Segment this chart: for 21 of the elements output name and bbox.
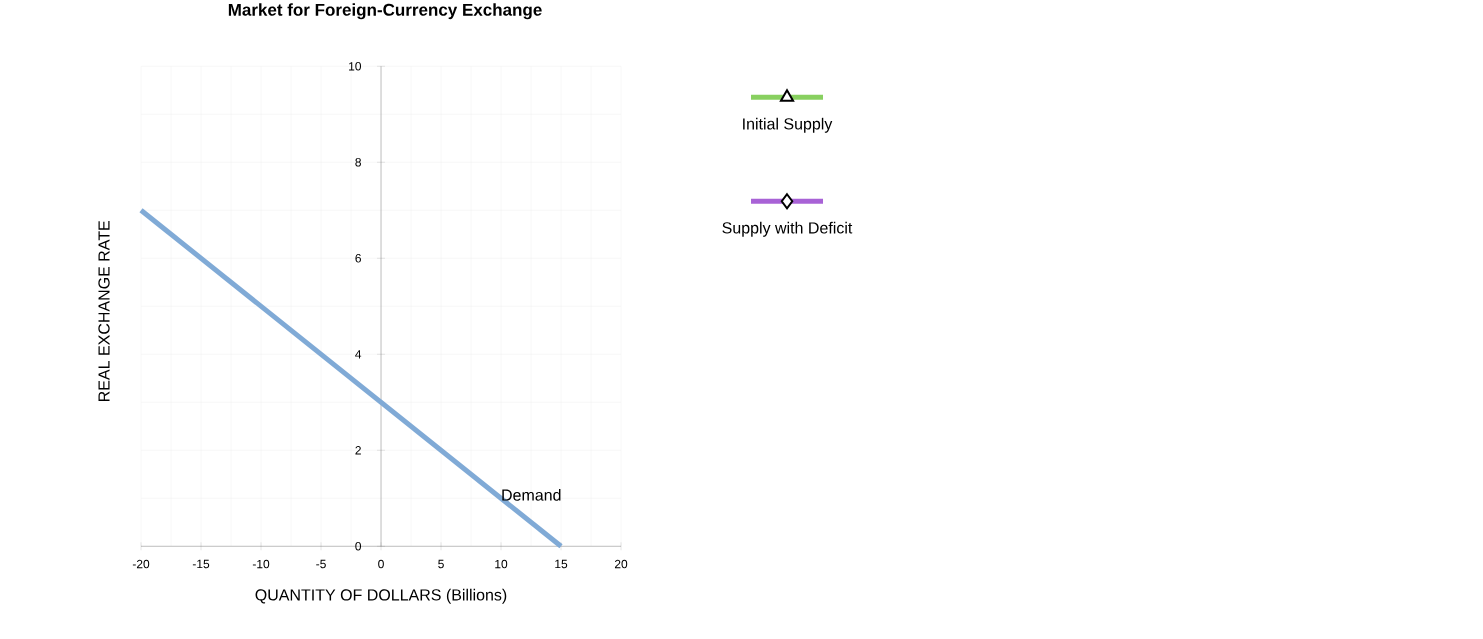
y-tick-label: 10 xyxy=(349,61,362,71)
legend-label: Initial Supply xyxy=(743,117,833,133)
x-tick-label: -10 xyxy=(252,559,270,569)
x-tick-label: 0 xyxy=(378,559,384,569)
x-tick-label: 15 xyxy=(555,559,568,569)
x-tick-label: 20 xyxy=(614,559,628,569)
y-tick-label: 8 xyxy=(355,157,361,167)
x-tick-label: -15 xyxy=(192,559,210,569)
y-tick-label: 6 xyxy=(355,253,361,263)
x-axis-title: QUANTITY OF DOLLARS (Billions) xyxy=(255,588,507,604)
x-tick-label: 10 xyxy=(495,559,508,569)
x-tick-label: -20 xyxy=(132,559,150,569)
y-tick-label: 2 xyxy=(355,445,361,455)
y-axis-title: REAL EXCHANGE RATE xyxy=(98,220,110,401)
series-label: Demand xyxy=(502,488,561,501)
y-tick-label: 4 xyxy=(355,350,362,359)
chart-title: Market for Foreign-Currency Exchange xyxy=(228,3,542,20)
x-tick-label: 5 xyxy=(438,559,444,569)
x-tick-label: -5 xyxy=(316,559,326,569)
legend-label: Supply with Deficit xyxy=(722,221,853,237)
y-tick-label: 0 xyxy=(355,541,362,551)
